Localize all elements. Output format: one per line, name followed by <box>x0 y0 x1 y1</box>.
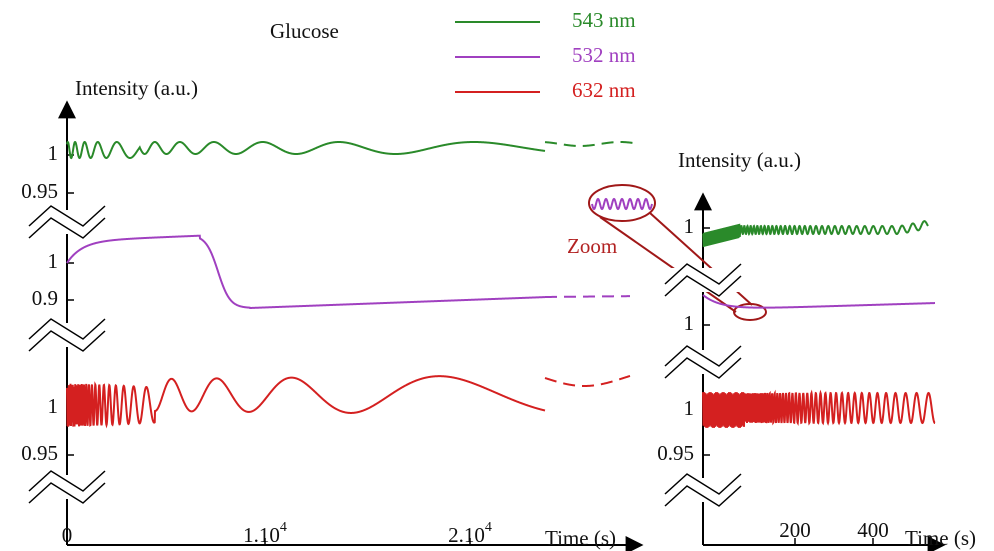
y-axis-label: Intensity (a.u.) <box>678 148 801 172</box>
axis-break-gap <box>29 323 105 347</box>
zoom-circle <box>588 184 656 222</box>
trace <box>66 234 546 310</box>
x-tick-base: 0 <box>62 523 73 547</box>
axis-break-gap <box>665 350 741 374</box>
axis-break <box>28 205 106 227</box>
trace <box>66 375 546 429</box>
axis-break <box>664 357 742 379</box>
y-tick-label: 1 <box>48 141 59 165</box>
legend-label: 532 nm <box>572 43 636 67</box>
axis-break <box>664 473 742 495</box>
y-tick-label: 0.95 <box>21 441 58 465</box>
legend-label: 632 nm <box>572 78 636 102</box>
axis-break <box>664 485 742 507</box>
trace <box>702 389 936 428</box>
zoom-line <box>599 216 737 313</box>
x-tick-exp: 4 <box>280 520 287 535</box>
x-tick-base: 200 <box>779 518 811 542</box>
trace <box>702 220 929 248</box>
trace <box>544 141 636 147</box>
x-tick-base: 400 <box>857 518 889 542</box>
trace <box>544 374 631 387</box>
axis-break <box>664 345 742 367</box>
y-tick-label: 1 <box>684 396 695 420</box>
axis-break-gap <box>29 475 105 499</box>
axis-break <box>28 330 106 352</box>
y-tick-label: 0.95 <box>657 441 694 465</box>
x-tick-label: 0 <box>62 523 73 547</box>
axis-break <box>664 275 742 297</box>
x-tick-label: 1.104 <box>243 520 287 547</box>
y-axis-label: Intensity (a.u.) <box>75 76 198 100</box>
trace <box>545 295 630 298</box>
y-tick-label: 1 <box>48 394 59 418</box>
x-tick-exp: 4 <box>485 520 492 535</box>
axis-break <box>664 263 742 285</box>
axis-break-gap <box>665 268 741 292</box>
y-tick-label: 1 <box>684 214 695 238</box>
x-tick-label: 2.104 <box>448 520 492 547</box>
x-axis-label: Time (s) <box>545 526 616 550</box>
x-tick-label: 400 <box>857 518 889 542</box>
x-tick-base: 1.10 <box>243 523 280 547</box>
axis-break <box>28 482 106 504</box>
axis-break <box>28 318 106 340</box>
trace <box>591 197 653 211</box>
trace <box>66 140 546 160</box>
axis-break-gap <box>29 210 105 234</box>
axis-break <box>28 217 106 239</box>
trace <box>702 294 936 309</box>
annotation: Zoom <box>567 234 617 258</box>
x-axis-label: Time (s) <box>905 526 976 550</box>
x-tick-label: 200 <box>779 518 811 542</box>
axis-break-gap <box>665 478 741 502</box>
y-tick-label: 1 <box>48 249 59 273</box>
axis-break <box>28 470 106 492</box>
y-tick-label: 0.95 <box>21 179 58 203</box>
title: Glucose <box>270 19 339 43</box>
y-tick-label: 1 <box>684 311 695 335</box>
legend-label: 543 nm <box>572 8 636 32</box>
y-tick-label: 0.9 <box>32 286 58 310</box>
x-tick-base: 2.10 <box>448 523 485 547</box>
